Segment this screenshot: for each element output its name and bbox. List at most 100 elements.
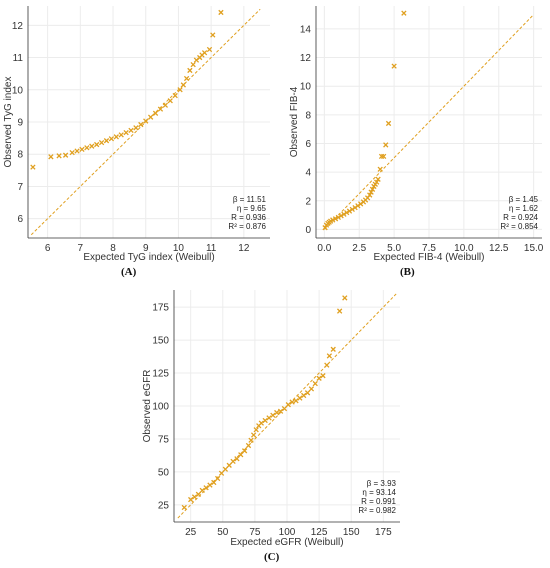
y-tick-label: 100 [152,402,169,413]
y-tick-label: 10 [300,82,312,93]
data-point [341,211,347,217]
x-tick-label: 12 [238,243,250,254]
data-point [330,217,336,223]
y-tick-label: 12 [300,53,312,64]
x-tick-label: 25 [185,527,197,538]
data-point [330,346,336,352]
data-point [342,295,348,301]
x-axis-label: Expected FIB-4 (Weibull) [374,252,485,263]
data-point [98,139,105,146]
y-tick-label: 2 [305,196,311,207]
data-point [297,395,303,401]
stat-annotation: η = 93.14 [362,488,396,497]
data-point [245,442,252,449]
data-point [332,216,339,222]
data-point [355,203,361,209]
x-tick-label: 125 [311,527,328,538]
data-point [262,417,268,424]
data-point [377,166,383,172]
stat-annotation: β = 3.93 [367,479,397,488]
data-point [250,432,257,438]
data-point [133,125,139,131]
x-tick-label: 50 [217,527,229,538]
data-point [381,153,387,160]
x-tick-label: 0.0 [317,243,331,254]
y-tick-label: 50 [158,467,170,478]
data-point [253,427,259,433]
data-point [30,164,36,170]
data-point [123,129,129,136]
x-axis-label: Expected TyG index (Weibull) [83,252,214,263]
y-tick-label: 6 [305,139,311,150]
data-point [199,487,205,494]
y-tick-label: 10 [12,85,24,96]
data-point [69,149,75,156]
data-point [201,50,208,56]
stat-annotation: R = 0.936 [231,213,266,222]
data-point [195,491,202,497]
panel-label-c: (C) [264,551,280,563]
data-point [349,206,355,213]
data-point [188,496,194,503]
data-point [281,405,288,412]
data-point [346,208,353,214]
data-point [230,458,236,465]
y-tick-label: 8 [305,110,311,121]
data-point [324,362,330,368]
data-point [274,409,280,416]
data-point [94,141,100,148]
data-point [277,408,284,414]
y-tick-label: 11 [13,53,24,64]
x-tick-label: 11 [206,243,217,254]
data-point [147,114,154,120]
chart-egfr: 25 50 75 100 125 150 175 25 50 75 100 125 150 175 Expe… [142,290,400,548]
y-tick-label: 9 [17,118,23,129]
stat-annotation: R² = 0.876 [228,222,266,231]
data-point [375,176,381,182]
data-point [218,470,225,476]
data-point [344,209,350,216]
data-point [385,120,392,127]
data-point [177,87,183,93]
data-point [241,448,248,454]
data-point [206,46,213,53]
data-point [226,462,232,468]
x-tick-label: 10.0 [454,243,474,254]
y-axis-label: Observed FIB-4 [289,86,300,157]
data-point [207,482,213,488]
y-tick-label: 175 [152,303,169,314]
y-tick-label: 75 [158,434,170,445]
x-tick-label: 7.5 [422,243,436,254]
data-point [56,153,62,159]
stat-annotation: R = 0.924 [503,213,538,222]
data-point [326,353,333,359]
data-point [312,380,318,387]
data-point [203,485,209,491]
data-point [234,456,240,462]
y-tick-label: 4 [305,168,311,179]
data-point [84,145,90,151]
stat-annotation: β = 1.45 [509,195,539,204]
x-tick-label: 10 [173,243,185,254]
data-point [266,415,272,421]
data-point [289,399,295,405]
data-point [143,118,149,124]
data-point [167,98,173,104]
data-point [369,186,376,192]
data-point [79,146,85,153]
data-point [62,152,69,158]
data-point [190,61,196,68]
data-point [383,142,389,148]
data-point [336,308,343,314]
x-tick-label: 7 [78,243,84,254]
data-point [238,452,244,458]
data-point [222,466,229,472]
data-point [401,10,407,16]
x-tick-label: 15.0 [524,243,544,254]
x-tick-label: 12.5 [489,243,509,254]
stat-annotation: R² = 0.982 [358,506,396,515]
data-point [187,67,193,74]
data-point [316,375,322,381]
data-point [210,32,216,38]
data-point [180,82,186,88]
